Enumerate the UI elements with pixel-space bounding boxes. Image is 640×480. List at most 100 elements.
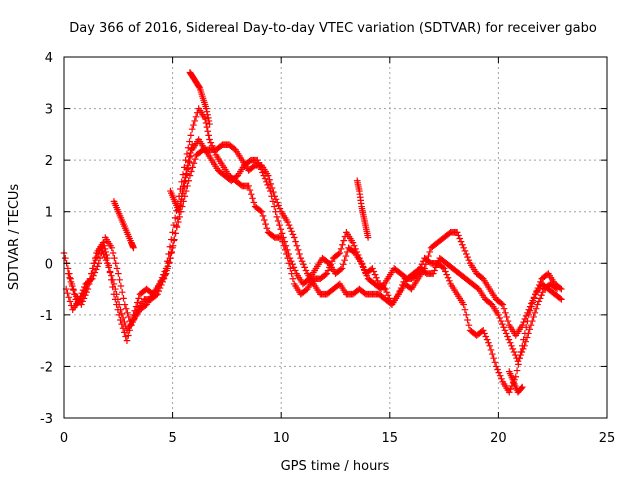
y-tick-label-1: 1 <box>45 206 53 221</box>
x-tick-label-20: 20 <box>490 431 507 446</box>
y-tick-label--2: -2 <box>40 360 53 375</box>
track-2-point-55-4 <box>426 248 434 256</box>
track-1-point-66-4 <box>491 359 499 366</box>
track-3-point-32 <box>273 213 281 221</box>
track-2-point-72 <box>532 290 539 298</box>
track-2-point-31-2 <box>267 180 275 188</box>
track-1-point-10-1 <box>124 332 132 339</box>
track-3-point-71-4 <box>532 305 540 312</box>
y-tick-label--3: -3 <box>40 412 53 427</box>
x-tick-label-25: 25 <box>599 431 616 446</box>
track-3-point-56-2 <box>432 264 440 271</box>
segment-c-point-5 <box>188 141 196 148</box>
track-3-point-69-3 <box>518 348 526 356</box>
track-3-point-2-2 <box>80 295 88 302</box>
track-3-point-3-3 <box>88 270 96 277</box>
track-2-point-61-4 <box>465 256 473 264</box>
track-2-point-4-2 <box>91 269 99 276</box>
track-3-point-6 <box>104 259 111 267</box>
track-1-point-20-1 <box>190 121 197 129</box>
track-1-point-31-1 <box>259 212 267 220</box>
track-3-point-0-4 <box>70 286 77 294</box>
data-points <box>60 69 565 396</box>
track-2-point-2-4 <box>81 283 88 291</box>
track-2-point-34-2 <box>287 224 294 232</box>
track-1-point-35-4 <box>289 275 297 283</box>
track-2-point-34 <box>284 218 292 226</box>
track-1-point-65 <box>479 327 487 334</box>
track-3-point-7-2 <box>113 290 120 298</box>
y-tick-label-3: 3 <box>45 103 53 118</box>
track-3-point-45-1 <box>359 263 367 270</box>
track-3-point-5-4 <box>102 256 110 264</box>
track-3-point-33-4 <box>285 250 292 258</box>
track-3-point-45-2 <box>360 266 368 273</box>
track-3-point-3-4 <box>89 265 97 272</box>
track-2-point-60-2 <box>456 235 464 242</box>
track-2-point-0-3 <box>66 298 74 305</box>
segment-b-point-5-2 <box>204 111 211 119</box>
track-3-point-29-3 <box>257 166 265 173</box>
track-3-point-42-3 <box>342 252 350 260</box>
track-2-point-8-4 <box>120 295 127 302</box>
track-1-point-66-1 <box>487 346 495 354</box>
track-1-point-20-3 <box>192 113 200 121</box>
track-2-point-19-4 <box>191 155 199 163</box>
track-1-point-48-2 <box>371 271 379 278</box>
track-3-point-16-4 <box>174 215 182 223</box>
track-3-point-71-2 <box>530 313 537 321</box>
track-1-point-0-1 <box>62 254 69 262</box>
track-3-point-6-2 <box>106 268 114 275</box>
x-tick-label-15: 15 <box>382 431 399 446</box>
track-3-point-29-4 <box>259 169 266 176</box>
track-1-point-41-1 <box>324 267 332 274</box>
track-1-point-35-2 <box>287 265 294 272</box>
track-1-point-62-1 <box>461 306 469 313</box>
track-2-point-36-1 <box>298 257 306 265</box>
y-tick-label-4: 4 <box>45 51 53 66</box>
track-3-point-42 <box>338 265 346 272</box>
x-tick-label-5: 5 <box>168 431 176 446</box>
track-3-point-69 <box>514 357 522 365</box>
track-1-point-58-4 <box>439 264 447 271</box>
track-3-point-32-2 <box>276 221 283 229</box>
track-2-point-60-1 <box>455 232 462 239</box>
grid-lines <box>64 57 607 418</box>
track-3-point-32-1 <box>274 217 282 225</box>
track-2-point-34-4 <box>289 231 297 238</box>
track-2-point-19-3 <box>190 159 198 167</box>
track-3-point-7-1 <box>111 285 119 293</box>
plot-frame <box>63 56 608 419</box>
track-2-point-9-3 <box>125 313 133 321</box>
track-1-point-70 <box>512 373 520 381</box>
track-3-point-16-3 <box>173 222 180 230</box>
track-3-point-72-4 <box>539 288 547 296</box>
track-1-point-29-4 <box>250 199 258 206</box>
track-3-point-33 <box>280 234 287 241</box>
track-3-point-70 <box>521 342 528 350</box>
segment-c-point-2-3 <box>178 192 186 200</box>
track-3-point-8-1 <box>118 310 126 318</box>
track-3-point-66-2 <box>497 317 505 325</box>
track-2-point-60 <box>453 229 461 236</box>
track-1-point-65-3 <box>483 336 491 343</box>
track-3-point-30-3 <box>264 181 272 189</box>
y-axis-label: SDTVAR / TECUs <box>7 184 22 291</box>
track-2-point-67-4 <box>504 317 512 325</box>
track-3-point-31-4 <box>272 208 279 216</box>
segment-b-point-5 <box>202 105 210 112</box>
track-2-point-8-1 <box>116 276 123 284</box>
track-3-point-6-1 <box>105 264 113 271</box>
track-3-point-15-2 <box>165 259 172 267</box>
track-3-point-34-3 <box>290 264 298 271</box>
track-1-point-65-1 <box>481 330 488 337</box>
track-1-point-19-4 <box>187 132 195 139</box>
segment-c-point-3-4 <box>183 166 191 173</box>
track-3-point-69-1 <box>515 354 523 362</box>
track-3-point-33-3 <box>283 246 291 254</box>
track-3-point-5 <box>97 244 105 252</box>
track-1-point-22 <box>201 115 209 123</box>
track-3-point-29 <box>254 156 261 164</box>
track-2-point-61 <box>460 244 467 252</box>
track-3-point-15-1 <box>164 265 171 272</box>
